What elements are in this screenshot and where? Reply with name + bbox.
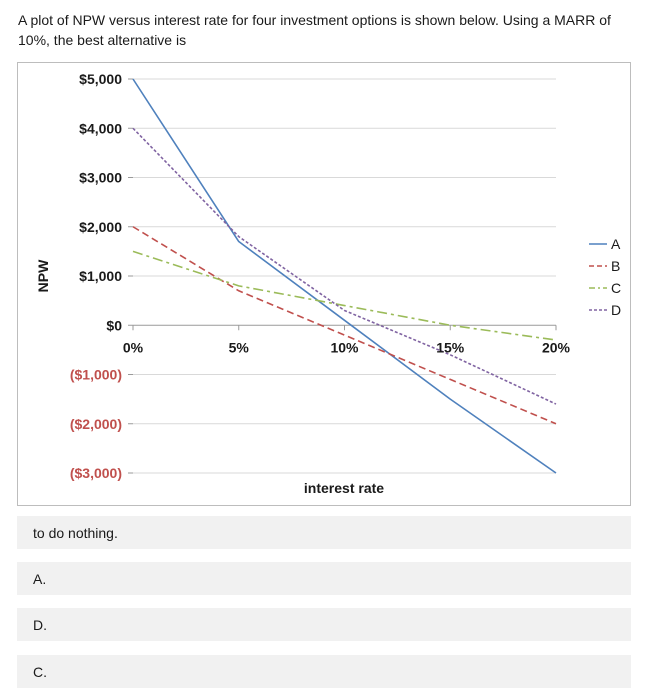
series-line-a bbox=[132, 78, 557, 474]
x-tick-labels: 0% 5% 10% 15% 20% bbox=[123, 339, 571, 355]
x-tick-label: 20% bbox=[542, 339, 571, 355]
y-tick-label: $5,000 bbox=[79, 71, 122, 87]
legend-label-d: D bbox=[611, 302, 621, 318]
y-tick-label: ($3,000) bbox=[70, 465, 122, 481]
legend-label-b: B bbox=[611, 258, 620, 274]
y-tick-label: ($2,000) bbox=[70, 416, 122, 432]
y-tick-label: $1,000 bbox=[79, 268, 122, 284]
legend-label-a: A bbox=[611, 236, 621, 252]
y-tick-label: $2,000 bbox=[79, 219, 122, 235]
y-tick-label: $0 bbox=[106, 317, 122, 333]
series-line-d bbox=[132, 127, 557, 405]
series-line-c bbox=[132, 250, 557, 341]
x-tick-label: 5% bbox=[229, 339, 250, 355]
x-tick-label: 0% bbox=[123, 339, 144, 355]
question-text: A plot of NPW versus interest rate for f… bbox=[18, 12, 611, 48]
legend-label-c: C bbox=[611, 280, 621, 296]
option-a[interactable]: A. bbox=[17, 562, 631, 595]
npw-chart: $5,000 $4,000 $3,000 $2,000 $1,000 $0 ($1,000)… bbox=[17, 62, 631, 506]
series-line-b bbox=[132, 226, 557, 425]
y-axis-label: NPW bbox=[35, 259, 51, 292]
option-label: C. bbox=[33, 663, 47, 680]
option-c[interactable]: C. bbox=[17, 655, 631, 688]
option-label: D. bbox=[33, 616, 47, 633]
option-label: to do nothing. bbox=[33, 524, 118, 541]
grid-lines bbox=[128, 78, 557, 474]
x-tick-label: 15% bbox=[436, 339, 465, 355]
series-lines bbox=[132, 78, 557, 474]
x-tick-label: 10% bbox=[330, 339, 359, 355]
y-tick-labels: $5,000 $4,000 $3,000 $2,000 $1,000 $0 ($1,000)… bbox=[70, 71, 122, 481]
x-axis-label: interest rate bbox=[304, 480, 384, 496]
y-tick-label: $4,000 bbox=[79, 120, 122, 136]
y-tick-label: $3,000 bbox=[79, 170, 122, 186]
option-label: A. bbox=[33, 570, 47, 587]
chart-svg: $5,000 $4,000 $3,000 $2,000 $1,000 $0 ($1,000)… bbox=[35, 71, 621, 496]
option-d[interactable]: D. bbox=[17, 608, 631, 641]
y-tick-label: ($1,000) bbox=[70, 367, 122, 383]
option-do-nothing[interactable]: to do nothing. bbox=[17, 516, 631, 549]
